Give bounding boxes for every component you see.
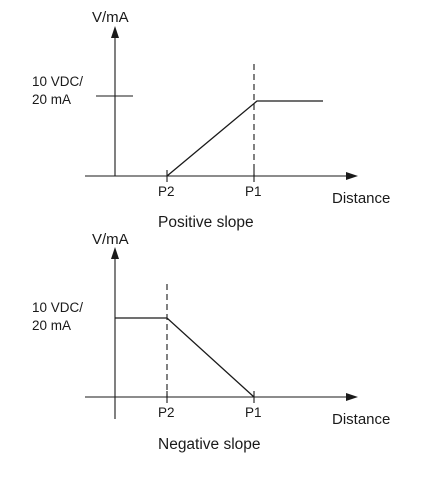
x-axis-arrowhead (346, 393, 358, 401)
p1-label: P1 (245, 405, 262, 420)
y-axis-arrowhead (111, 26, 119, 38)
diagram-caption: Negative slope (158, 436, 261, 453)
x-axis-label: Distance (332, 190, 390, 207)
y-axis-label: V/mA (92, 231, 129, 248)
y-axis-arrowhead (111, 247, 119, 259)
level-label-line2: 20 mA (32, 92, 71, 107)
x-axis-label: Distance (332, 411, 390, 428)
level-label-line2: 20 mA (32, 318, 71, 333)
negative-slope-diagram: V/mA 10 VDC/ 20 mA P2 P1 Distance Negati… (32, 231, 390, 453)
p1-label: P1 (245, 184, 262, 199)
diagram-caption: Positive slope (158, 214, 254, 231)
p2-label: P2 (158, 405, 175, 420)
p2-label: P2 (158, 184, 175, 199)
output-curve-negative (115, 317, 255, 398)
output-curve-positive (166, 100, 323, 177)
y-axis-label: V/mA (92, 9, 129, 26)
x-axis-arrowhead (346, 172, 358, 180)
level-label-line1: 10 VDC/ (32, 74, 83, 89)
level-label-line1: 10 VDC/ (32, 300, 83, 315)
positive-slope-diagram: V/mA 10 VDC/ 20 mA P2 P1 Distance Positi… (32, 9, 390, 231)
